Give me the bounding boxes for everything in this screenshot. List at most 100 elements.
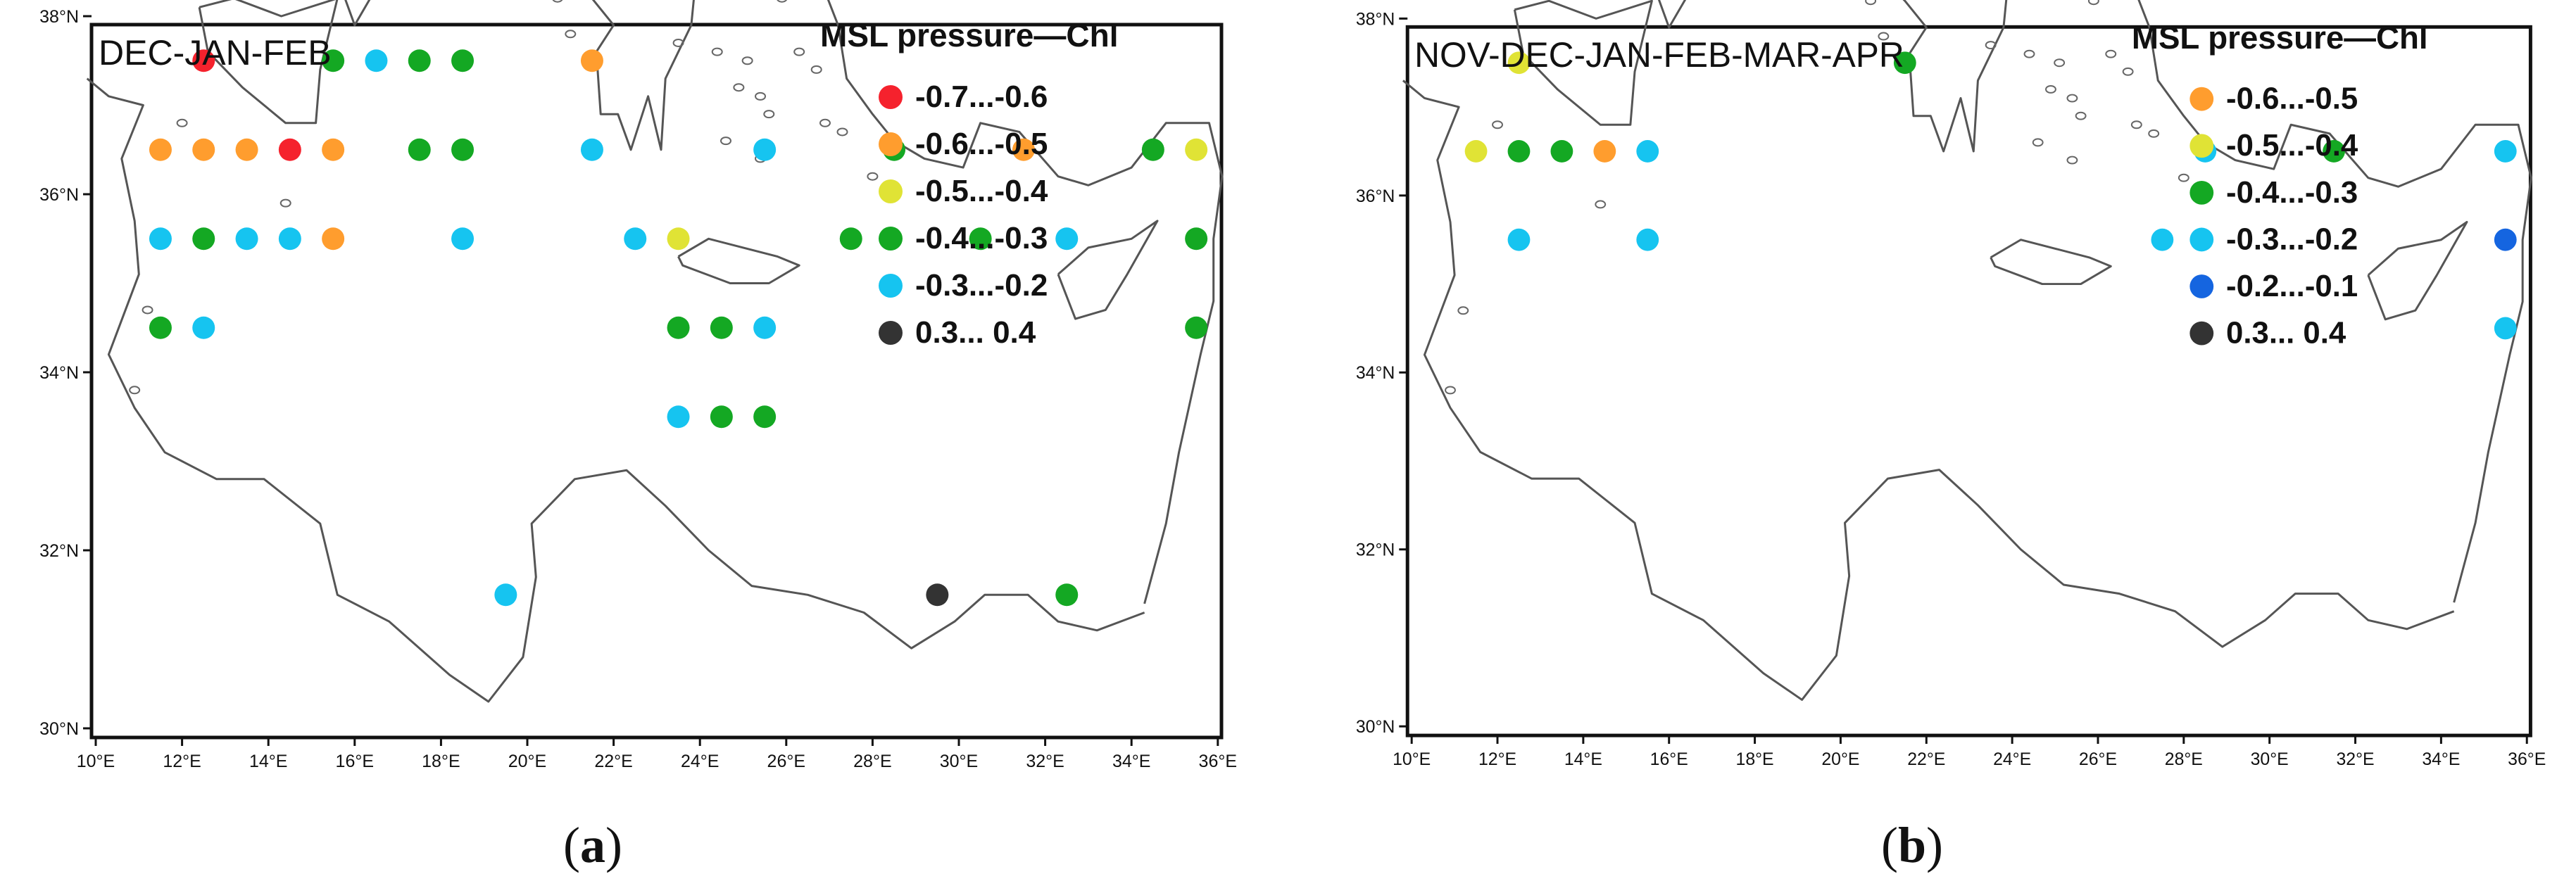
legend-label: -0.3...-0.2 (915, 268, 1048, 303)
legend-label: -0.5...-0.4 (915, 174, 1048, 208)
lon-tick-label: 18°E (1736, 750, 1774, 769)
legend-swatch (2189, 180, 2214, 205)
legend-swatch (879, 274, 903, 298)
station-marker (494, 583, 517, 607)
map-panel-b: 10°E 12°E 14°E 16°E 18°E 20°E 22°E 24°E 26°E 28°E… (1317, 0, 2576, 809)
coastline-segment (2367, 221, 2468, 321)
lon-tick-label: 20°E (508, 752, 546, 771)
station-marker (710, 405, 733, 429)
station-marker (1550, 140, 1573, 163)
lon-tick-label: 34°E (1112, 752, 1150, 771)
island-outline (2178, 173, 2189, 182)
station-marker (1636, 140, 1659, 163)
legend-label: -0.4...-0.3 (2226, 175, 2358, 210)
lon-tick-label: 10°E (1393, 750, 1431, 769)
island-outline (755, 91, 767, 101)
station-marker (1141, 138, 1164, 161)
island-outline (2054, 58, 2066, 68)
station-layer (1464, 51, 2517, 340)
coastline-segment (1402, 80, 2455, 701)
station-marker (1185, 227, 1208, 251)
station-marker (1185, 316, 1208, 339)
station-marker (667, 405, 690, 429)
lon-tick-label: 36°E (1199, 752, 1237, 771)
station-marker (839, 227, 862, 251)
lon-tick-label: 28°E (853, 752, 891, 771)
island-outline (1865, 0, 1877, 6)
lat-tick-label: 38°N (39, 7, 79, 27)
lon-tick-label: 30°E (940, 752, 978, 771)
lat-tick-label: 34°N (1356, 364, 1395, 383)
legend-label: -0.3...-0.2 (2226, 222, 2358, 256)
legend-label: -0.6...-0.5 (2226, 82, 2358, 116)
station-marker (1507, 228, 1531, 251)
island-outline (2032, 138, 2044, 147)
island-outline (1492, 120, 1503, 129)
station-marker (235, 138, 258, 161)
station-marker (2494, 228, 2517, 251)
island-outline (733, 83, 745, 92)
island-outline (2075, 111, 2087, 120)
lon-tick-label: 16°E (1650, 750, 1688, 769)
caption-paren-close: ) (605, 817, 622, 873)
lon-tick-label: 26°E (767, 752, 805, 771)
lon-tick-label: 14°E (1564, 750, 1602, 769)
lon-tick-label: 10°E (77, 752, 115, 771)
lon-tick-label: 16°E (336, 752, 374, 771)
station-marker (451, 49, 475, 72)
legend-swatch (879, 227, 903, 251)
island-outline (720, 137, 731, 146)
longitude-ticks: 10°E 12°E 14°E 16°E 18°E 20°E 22°E 24°E 26°E 28°E… (1393, 735, 2546, 769)
lat-tick-label: 38°N (1356, 10, 1395, 29)
station-marker (753, 316, 777, 339)
legend-swatch (879, 132, 903, 156)
lon-tick-label: 34°E (2422, 750, 2460, 769)
station-marker (1012, 138, 1035, 161)
legend-swatch (2189, 227, 2214, 252)
map-figure-b: 10°E 12°E 14°E 16°E 18°E 20°E 22°E 24°E 26°E 28°E… (1356, 0, 2546, 769)
station-marker (667, 227, 690, 251)
island-outline (810, 65, 822, 74)
station-marker (2494, 140, 2517, 163)
station-marker (2494, 317, 2517, 340)
station-marker (753, 138, 777, 161)
island-outline (279, 198, 291, 208)
island-outline (793, 47, 805, 56)
station-layer (149, 49, 1208, 607)
longitude-ticks: 10°E 12°E 14°E 16°E 18°E 20°E 22°E 24°E 26°E 28°E… (77, 737, 1237, 771)
lon-tick-label: 36°E (2508, 750, 2546, 769)
station-marker (1593, 140, 1616, 163)
station-marker (192, 138, 215, 161)
island-outline (2105, 49, 2117, 58)
legend-label: -0.6...-0.5 (915, 127, 1048, 161)
station-marker (322, 49, 345, 72)
legend-label: 0.3... 0.4 (915, 315, 1036, 350)
legend-swatch (2189, 87, 2214, 111)
lon-tick-label: 12°E (163, 752, 201, 771)
lon-tick-label: 32°E (2336, 750, 2374, 769)
lon-tick-label: 14°E (249, 752, 287, 771)
lat-tick-label: 32°N (1356, 541, 1395, 560)
lon-tick-label: 18°E (422, 752, 460, 771)
station-marker (1507, 140, 1531, 163)
station-marker (753, 405, 777, 429)
caption-letter: a (580, 817, 605, 873)
coastline-segment (86, 77, 1145, 703)
island-outline (2023, 49, 2035, 58)
station-marker (235, 227, 258, 251)
lat-tick-label: 36°N (39, 185, 79, 205)
station-marker (969, 227, 992, 251)
station-marker (408, 138, 431, 161)
caption-paren-open: ( (1880, 817, 1898, 873)
lon-tick-label: 24°E (681, 752, 719, 771)
island-outline (2087, 0, 2099, 6)
coastline-segment (198, 0, 339, 125)
legend-swatch (879, 85, 903, 109)
caption-paren-open: ( (563, 817, 580, 873)
island-outline (1595, 200, 1607, 209)
legend-swatch (879, 179, 903, 203)
station-marker (1893, 51, 1916, 75)
legend-swatch (2189, 134, 2214, 158)
station-marker (365, 49, 388, 72)
station-marker (278, 227, 301, 251)
